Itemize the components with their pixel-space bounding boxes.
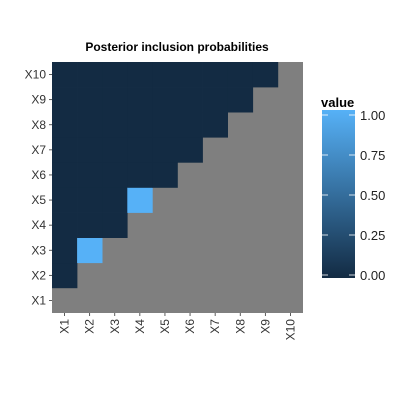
heatmap-cell-X6-X8 [177,112,203,138]
x-tick-label: X5 [158,319,172,334]
legend-title: value [321,95,354,110]
heatmap-cell-X5-X9 [152,87,178,113]
heatmap-cell-X2-X7 [77,137,103,163]
legend-tick-label: 0.00 [360,268,385,283]
x-tick-label: X4 [133,319,147,334]
heatmap-cell-X1-X9 [52,87,78,113]
y-axis: X1 X2 X3 X4 X5 X6 X7 X8 X9 X10 [25,68,52,307]
y-tick-label: X1 [31,293,46,307]
heatmap-cell-X3-X7 [102,137,128,163]
heatmap-cell-X2-X9 [77,87,103,113]
x-tick-label: X10 [283,319,297,341]
heatmap-cell-X3-X10 [102,62,128,88]
x-tick-label: X3 [108,319,122,334]
y-tick-label: X3 [31,243,46,257]
heatmap-cell-X4-X10 [127,62,153,88]
legend-tick-label: 0.50 [360,188,385,203]
x-axis: X1 X2 X3 X4 X5 X6 X7 X8 X9 X10 [58,313,297,341]
legend-colorbar [322,110,355,278]
x-tick-label: X9 [258,319,272,334]
heatmap-cell-X1-X4 [52,212,78,238]
heatmap-cell-X2-X6 [77,162,103,188]
heatmap-cell-X5-X10 [152,62,178,88]
legend-tick-label: 1.00 [360,108,385,123]
heatmap-cell-X8-X10 [227,62,254,88]
heatmap-cell-X3-X9 [102,87,128,113]
heatmap-cell-X3-X5 [102,187,128,213]
heatmap-cell-X8-X9 [227,87,254,113]
heatmap-cell-X4-X6 [127,162,153,188]
heatmap-cells [52,62,279,289]
heatmap-cell-X7-X8 [202,112,228,138]
heatmap-cell-X5-X7 [152,137,178,163]
heatmap-cell-X1-X6 [52,162,78,188]
legend-tick-label: 0.25 [360,228,385,243]
heatmap-cell-X3-X8 [102,112,128,138]
x-tick-label: X8 [233,319,247,334]
y-tick-label: X7 [31,143,46,157]
y-tick-label: X4 [31,218,46,232]
y-tick-label: X2 [31,268,46,282]
y-tick-label: X9 [31,93,46,107]
heatmap-cell-X2-X8 [77,112,103,138]
heatmap-cell-X2-X5 [77,187,103,213]
heatmap-cell-X7-X10 [202,62,228,88]
y-tick-label: X8 [31,118,46,132]
heatmap-cell-X1-X2 [52,262,78,289]
x-tick-label: X2 [83,319,97,334]
heatmap-cell-X3-X4 [102,212,128,238]
color-legend: value 1.00 0.75 0.50 0.25 0.00 [321,95,385,283]
heatmap-cell-X1-X10 [52,62,78,88]
heatmap-cell-X6-X7 [177,137,203,163]
heatmap-cell-X4-X9 [127,87,153,113]
chart-title: Posterior inclusion probabilities [85,40,269,54]
heatmap-cell-X9-X10 [252,62,279,88]
heatmap-cell-X6-X10 [177,62,203,88]
y-tick-label: X5 [31,193,46,207]
heatmap-cell-X2-X3 [77,237,103,264]
x-tick-label: X6 [183,319,197,334]
heatmap-cell-X7-X9 [202,87,228,113]
y-tick-label: X6 [31,168,46,182]
heatmap-cell-X5-X8 [152,112,178,138]
heatmap-cell-X1-X7 [52,137,78,163]
heatmap-cell-X6-X9 [177,87,203,113]
heatmap-cell-X1-X5 [52,187,78,213]
x-tick-label: X7 [208,319,222,334]
heatmap-cell-X2-X4 [77,212,103,238]
heatmap-cell-X1-X8 [52,112,78,138]
y-tick-label: X10 [25,68,47,82]
x-tick-label: X1 [58,319,72,334]
heatmap-cell-X1-X3 [52,237,78,264]
heatmap-cell-X4-X7 [127,137,153,163]
heatmap-cell-X3-X6 [102,162,128,188]
heatmap-cell-X2-X10 [77,62,103,88]
heatmap-cell-X5-X6 [152,162,178,188]
legend-tick-label: 0.75 [360,148,385,163]
heatmap-cell-X4-X5 [127,187,153,213]
heatmap-cell-X4-X8 [127,112,153,138]
